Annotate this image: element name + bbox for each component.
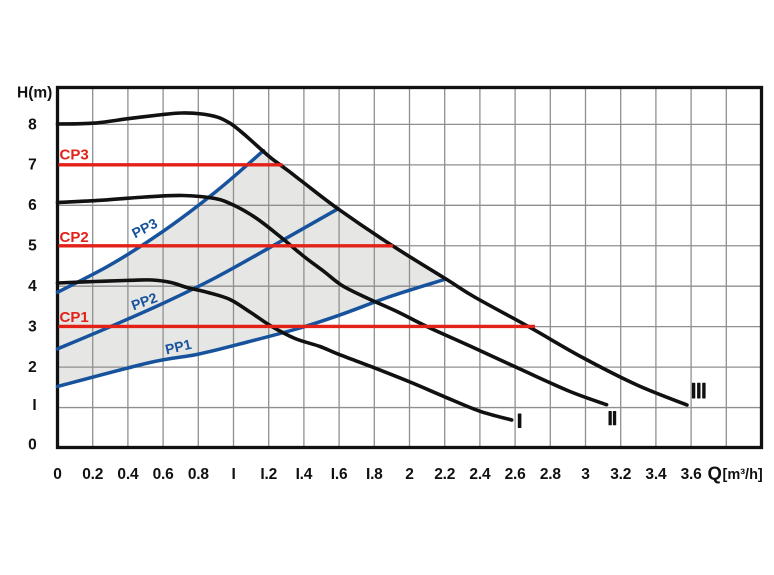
svg-text:0.4: 0.4 — [117, 466, 139, 483]
svg-text:2.2: 2.2 — [434, 466, 455, 483]
svg-text:0: 0 — [53, 466, 61, 483]
svg-text:2.8: 2.8 — [540, 466, 562, 483]
svg-text:2.4: 2.4 — [469, 466, 491, 483]
svg-text:2.6: 2.6 — [505, 466, 527, 483]
svg-text:[m³/h]: [m³/h] — [723, 467, 763, 483]
svg-text:4: 4 — [28, 278, 37, 295]
svg-text:3.2: 3.2 — [610, 466, 631, 483]
svg-text:8: 8 — [28, 116, 37, 133]
svg-text:0: 0 — [28, 436, 36, 453]
svg-text:I.8: I.8 — [366, 466, 383, 483]
svg-text:3: 3 — [28, 319, 37, 336]
svg-text:6: 6 — [28, 197, 37, 214]
svg-text:Q: Q — [708, 463, 722, 484]
svg-text:2: 2 — [28, 359, 36, 376]
svg-text:I.6: I.6 — [331, 466, 348, 483]
svg-text:I: I — [231, 466, 235, 483]
svg-text:0.6: 0.6 — [153, 466, 175, 483]
svg-text:0.8: 0.8 — [188, 466, 210, 483]
svg-text:3: 3 — [581, 466, 590, 483]
svg-text:5: 5 — [28, 238, 37, 255]
svg-text:H(m): H(m) — [17, 85, 52, 102]
svg-text:2: 2 — [405, 466, 413, 483]
svg-text:I: I — [32, 397, 36, 414]
svg-text:CP1: CP1 — [60, 309, 89, 326]
svg-text:0.2: 0.2 — [82, 466, 103, 483]
svg-text:PP1: PP1 — [164, 336, 194, 358]
svg-text:I.2: I.2 — [260, 466, 277, 483]
svg-text:7: 7 — [28, 157, 36, 174]
svg-text:3.4: 3.4 — [645, 466, 667, 483]
svg-text:I.4: I.4 — [296, 466, 313, 483]
svg-text:3.6: 3.6 — [681, 466, 703, 483]
svg-text:CP3: CP3 — [60, 147, 89, 164]
svg-text:CP2: CP2 — [60, 229, 89, 246]
